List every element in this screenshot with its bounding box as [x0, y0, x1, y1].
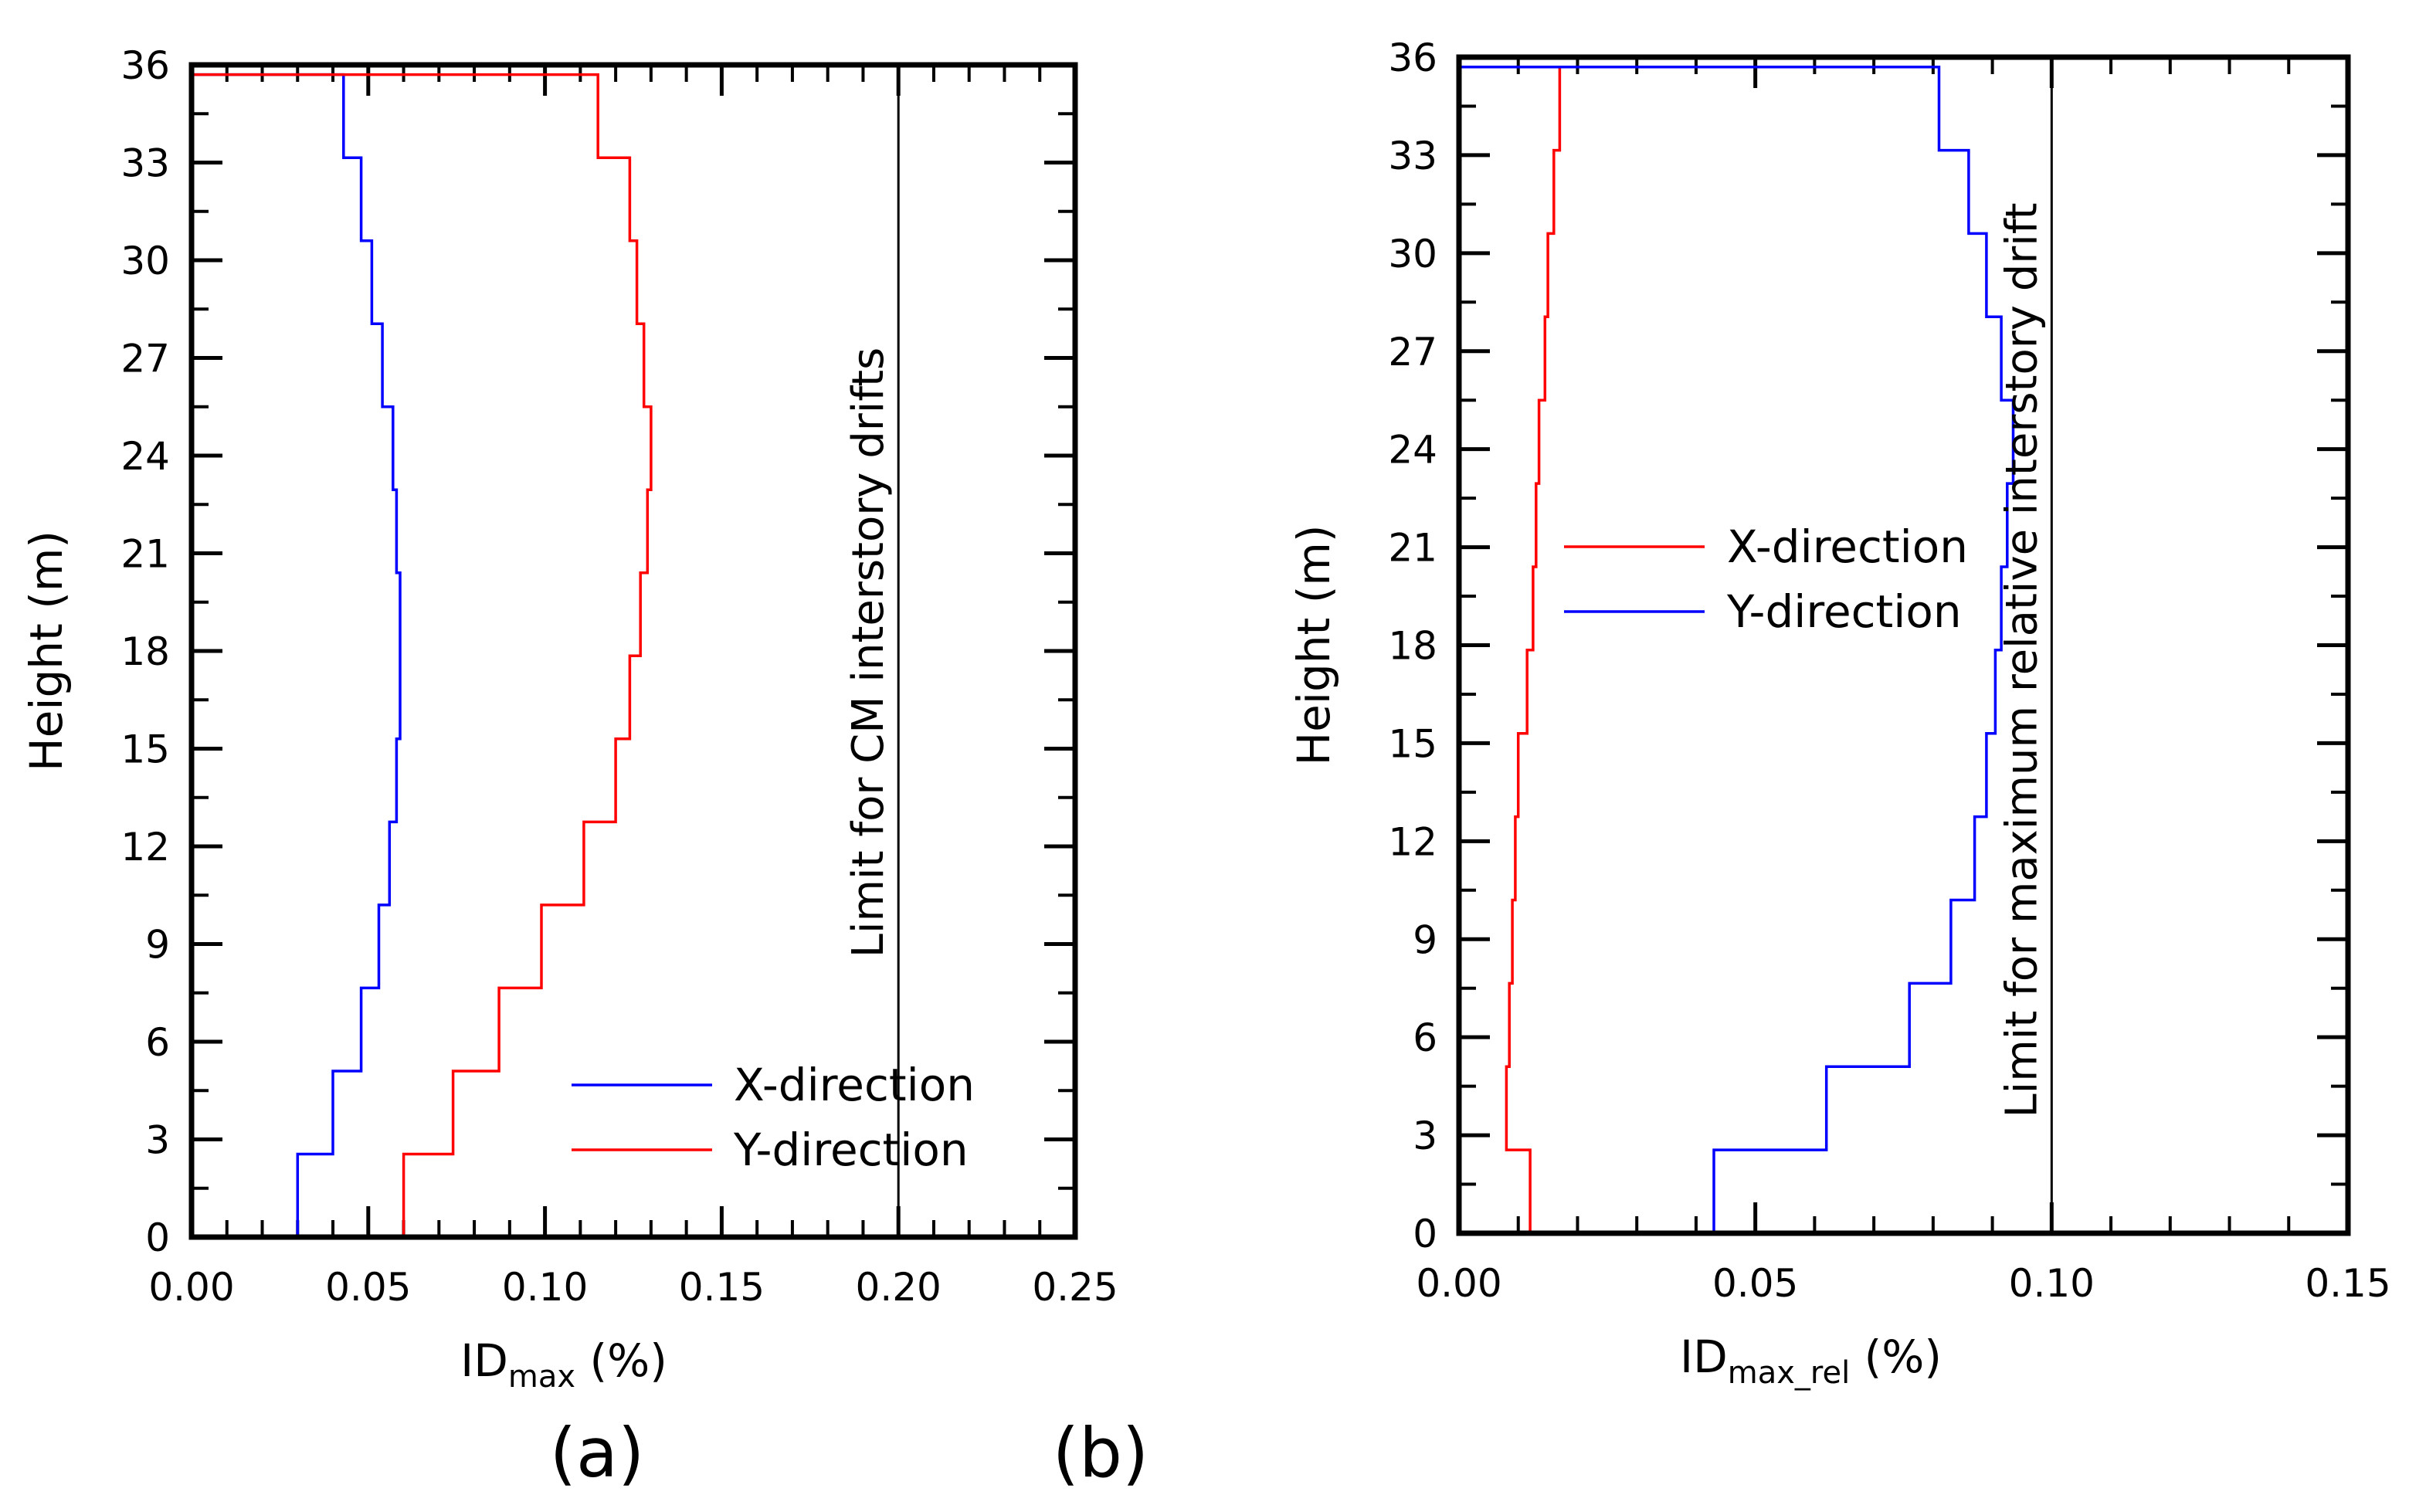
- x-tick-label: 0.00: [148, 1265, 234, 1310]
- y-tick-label: 9: [1413, 917, 1437, 962]
- series-y-direction-line: [192, 73, 653, 1237]
- limit-label-b: Limit for maximum relative interstory dr…: [1997, 202, 2047, 1117]
- legend-label-a-1: Y-direction: [733, 1124, 969, 1176]
- y-tick-label: 18: [1388, 624, 1437, 669]
- y-tick-label: 24: [120, 434, 170, 479]
- y-tick-label: 24: [1388, 428, 1437, 473]
- x-axis-label-unit-b: (%): [1850, 1331, 1942, 1383]
- y-tick-label: 33: [120, 141, 170, 186]
- x-axis-label-sub-b: max_rel: [1728, 1355, 1850, 1391]
- x-tick-label: 0.15: [2305, 1261, 2390, 1306]
- plot-frame-a: [188, 62, 1078, 1240]
- series-x-direction-line: [192, 73, 402, 1237]
- x-axis-label-main-a: ID: [460, 1334, 508, 1387]
- x-tick-label: 0.25: [1032, 1265, 1118, 1310]
- y-tick-label: 6: [145, 1020, 170, 1065]
- chart-panel-a: 0.00 0.05 0.10 0.15 0.20 0.25 036912151821242…: [20, 43, 1118, 1493]
- y-axis-label-b: Height (m): [1288, 525, 1340, 766]
- x-tick-label: 0.10: [502, 1265, 588, 1310]
- y-tick-label: 36: [1388, 36, 1437, 80]
- y-tick-label: 3: [1413, 1114, 1437, 1158]
- series-x-direction-line: [1459, 65, 1562, 1233]
- panel-label-b: (b): [1053, 1413, 1149, 1493]
- series-y-direction-line: [1459, 65, 2015, 1233]
- y-tick-label: 3: [145, 1118, 170, 1163]
- y-tick-label: 15: [120, 727, 170, 772]
- y-axis-label-a: Height (m): [20, 531, 73, 771]
- y-tick-label: 0: [1413, 1212, 1437, 1256]
- plot-frame-b: [1456, 54, 2351, 1236]
- x-axis-label-unit-a: (%): [575, 1334, 667, 1387]
- y-tick-label: 27: [120, 337, 170, 381]
- y-tick-label: 0: [145, 1215, 170, 1260]
- x-tick-label: 0.15: [679, 1265, 765, 1310]
- y-tick-label: 21: [1388, 526, 1437, 571]
- series-group-b: [1459, 65, 2015, 1233]
- x-tick-label: 0.20: [856, 1265, 942, 1310]
- legend-label-a-0: X-direction: [734, 1059, 975, 1111]
- x-tick-label: 0.05: [1712, 1261, 1798, 1306]
- x-tick-label: 0.05: [325, 1265, 411, 1310]
- y-tick-label: 12: [1388, 819, 1437, 864]
- y-tick-label: 12: [120, 825, 170, 870]
- y-tick-label: 9: [145, 923, 170, 968]
- y-tick-label: 21: [120, 532, 170, 577]
- x-tick-label: 0.00: [1416, 1261, 1501, 1306]
- x-axis-label-b: IDmax_rel (%): [1680, 1331, 1942, 1391]
- y-tick-label: 33: [1388, 134, 1437, 178]
- axis-ticks-a: [189, 63, 1077, 1239]
- legend-b: X-direction Y-direction: [1564, 520, 1968, 638]
- y-tick-label: 30: [1388, 232, 1437, 276]
- x-tick-label: 0.10: [2009, 1261, 2095, 1306]
- legend-a: X-direction Y-direction: [572, 1059, 975, 1176]
- x-tick-labels-a: 0.00 0.05 0.10 0.15 0.20 0.25: [148, 1265, 1118, 1310]
- x-axis-label-a: IDmax (%): [460, 1334, 667, 1395]
- x-axis-label-main-b: ID: [1680, 1331, 1728, 1383]
- legend-label-b-1: Y-direction: [1726, 585, 1962, 638]
- y-tick-label: 6: [1413, 1015, 1437, 1060]
- chart-panel-b: 0.00 0.05 0.10 0.15 0369121518212427303336 …: [1053, 36, 2391, 1493]
- x-tick-labels-b: 0.00 0.05 0.10 0.15: [1416, 1261, 2390, 1306]
- y-tick-label: 30: [120, 239, 170, 283]
- y-tick-label: 27: [1388, 330, 1437, 375]
- y-tick-label: 18: [120, 629, 170, 674]
- axis-ticks-b: [1457, 55, 2350, 1236]
- legend-label-b-0: X-direction: [1727, 520, 1968, 573]
- y-tick-label: 15: [1388, 721, 1437, 766]
- limit-label-a: Limit for CM interstory drifts: [843, 347, 894, 958]
- series-group-a: [192, 73, 653, 1237]
- panel-label-a: (a): [550, 1413, 645, 1493]
- y-tick-label: 36: [120, 43, 170, 88]
- x-axis-label-sub-a: max: [508, 1359, 575, 1395]
